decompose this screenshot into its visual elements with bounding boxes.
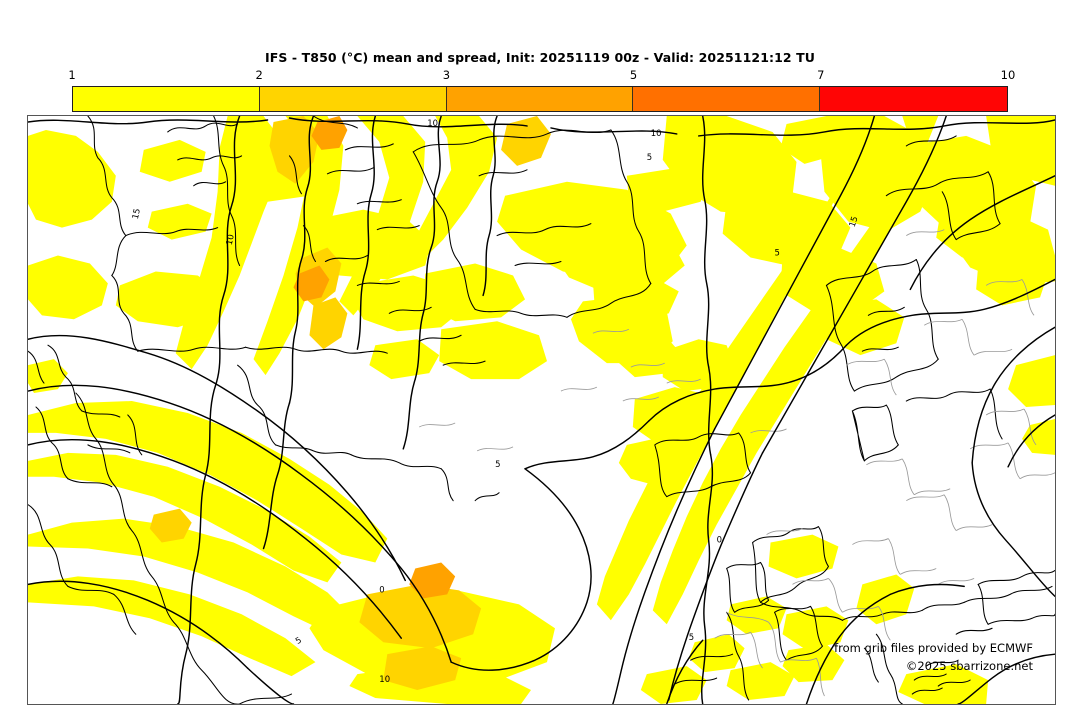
spread-shading-gold-layer bbox=[149, 116, 551, 691]
contour-label-15a: 15 bbox=[130, 207, 142, 220]
contour-label-5d: 5 bbox=[689, 632, 694, 642]
contour-label-10d: 10 bbox=[379, 674, 390, 684]
spread-shading-orange-layer bbox=[293, 116, 456, 599]
contour-label-5e: 5 bbox=[647, 152, 652, 162]
colorbar-segment-2-3 bbox=[259, 87, 447, 111]
country-border-layer bbox=[419, 229, 1055, 697]
contour-label-10a: 10 bbox=[427, 118, 438, 128]
contour-label-5b: 5 bbox=[293, 635, 303, 646]
contour-label-10c: 10 bbox=[224, 233, 236, 246]
colorbar-segment-7-10 bbox=[820, 87, 1007, 111]
colorbar-segment-5-7 bbox=[633, 87, 821, 111]
colorbar-tick-3: 3 bbox=[442, 68, 451, 82]
coastline-layer bbox=[28, 116, 1055, 704]
page-title: IFS - T850 (°C) mean and spread, Init: 2… bbox=[264, 50, 816, 65]
contour-label-0a: 0 bbox=[379, 584, 384, 594]
colorbar-segment-1-2 bbox=[73, 87, 260, 111]
weather-map[interactable]: 10 10 15 10 15 5 0 5 5 0 5 10 5 from gri… bbox=[27, 115, 1056, 705]
map-canvas: 10 10 15 10 15 5 0 5 5 0 5 10 5 bbox=[28, 116, 1055, 704]
contour-label-15b: 15 bbox=[847, 215, 860, 228]
colorbar-tick-4: 5 bbox=[629, 68, 638, 82]
contour-label-0b: 0 bbox=[717, 535, 722, 545]
colorbar-gradient bbox=[72, 86, 1008, 112]
colorbar-container: 1 2 3 5 7 10 bbox=[68, 68, 1015, 112]
contour-label-5a: 5 bbox=[775, 248, 780, 258]
contour-label-layer: 10 10 15 10 15 5 0 5 5 0 5 10 5 bbox=[130, 118, 860, 684]
colorbar-tick-1: 1 bbox=[68, 68, 76, 82]
spread-shading-layer bbox=[28, 116, 1055, 704]
colorbar-segment-3-5 bbox=[446, 87, 634, 111]
colorbar-tick-6: 10 bbox=[1000, 68, 1016, 82]
contour-label-10b: 10 bbox=[651, 128, 662, 138]
colorbar-tick-2: 2 bbox=[255, 68, 263, 82]
contour-label-5c: 5 bbox=[495, 459, 500, 469]
contour-layer bbox=[28, 116, 1055, 704]
colorbar-tick-labels: 1 2 3 5 7 10 bbox=[68, 68, 1015, 84]
colorbar-tick-5: 7 bbox=[817, 68, 825, 82]
